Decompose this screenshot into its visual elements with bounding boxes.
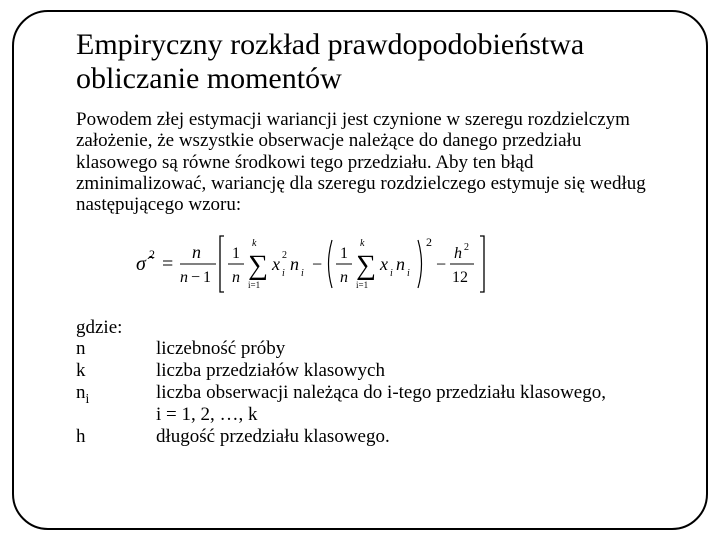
svg-text:x: x <box>271 254 280 274</box>
def-text: długość przedziału klasowego. <box>156 426 606 448</box>
def-text: liczba przedziałów klasowych <box>156 360 606 382</box>
svg-text:i: i <box>390 268 393 279</box>
svg-text:n: n <box>290 254 299 274</box>
svg-text:12: 12 <box>452 269 468 286</box>
variance-formula: σ̂ 2 = n n − 1 1 n ∑ <box>136 228 648 303</box>
formula-svg: σ̂ 2 = n n − 1 1 n ∑ <box>136 228 496 298</box>
svg-text:2: 2 <box>464 242 469 253</box>
slide-content: Empiryczny rozkład prawdopodobieństwa ob… <box>28 22 692 448</box>
def-sym: ni <box>76 382 156 404</box>
def-row: i = 1, 2, …, k <box>76 404 606 426</box>
def-row: k liczba przedziałów klasowych <box>76 360 606 382</box>
svg-text:n: n <box>180 269 188 286</box>
body-paragraph: Powodem złej estymacji wariancji jest cz… <box>76 109 648 215</box>
svg-text:n: n <box>192 242 201 262</box>
svg-text:1: 1 <box>203 269 211 286</box>
def-sym <box>76 404 156 426</box>
svg-text:x: x <box>379 254 388 274</box>
svg-text:2: 2 <box>149 247 155 261</box>
svg-text:1: 1 <box>232 245 240 262</box>
svg-text:−: − <box>191 269 200 286</box>
svg-text:i=1: i=1 <box>356 280 368 290</box>
def-row: n liczebność próby <box>76 338 606 360</box>
svg-text:i: i <box>407 268 410 279</box>
svg-text:1: 1 <box>340 245 348 262</box>
def-text: i = 1, 2, …, k <box>156 404 606 426</box>
svg-text:i=1: i=1 <box>248 280 260 290</box>
definitions-table: gdzie: n liczebność próby k liczba przed… <box>76 317 606 448</box>
def-text: liczebność próby <box>156 338 606 360</box>
def-sym: k <box>76 360 156 382</box>
def-sym: h <box>76 426 156 448</box>
svg-text:∑: ∑ <box>248 250 268 281</box>
slide: Empiryczny rozkład prawdopodobieństwa ob… <box>0 0 720 540</box>
def-row: ni liczba obserwacji należąca do i-tego … <box>76 382 606 404</box>
slide-title: Empiryczny rozkład prawdopodobieństwa ob… <box>76 28 648 95</box>
defs-gdzie: gdzie: <box>76 317 156 339</box>
def-row: h długość przedziału klasowego. <box>76 426 606 448</box>
defs-header-row: gdzie: <box>76 317 606 339</box>
svg-text:n: n <box>396 254 405 274</box>
svg-text:n: n <box>340 269 348 286</box>
title-line-2: obliczanie momentów <box>76 62 342 95</box>
svg-text:2: 2 <box>426 235 432 249</box>
svg-text:k: k <box>360 238 365 249</box>
svg-text:2: 2 <box>282 250 287 261</box>
svg-text:n: n <box>232 269 240 286</box>
svg-text:h: h <box>454 245 462 262</box>
def-text: liczba obserwacji należąca do i-tego prz… <box>156 382 606 404</box>
def-sym: n <box>76 338 156 360</box>
svg-text:∑: ∑ <box>356 250 376 281</box>
svg-text:k: k <box>252 238 257 249</box>
svg-text:i: i <box>301 268 304 279</box>
title-line-1: Empiryczny rozkład prawdopodobieństwa <box>76 28 584 61</box>
svg-text:=: = <box>162 253 173 275</box>
svg-text:−: − <box>312 254 322 274</box>
svg-text:i: i <box>282 268 285 279</box>
svg-text:−: − <box>436 254 446 274</box>
